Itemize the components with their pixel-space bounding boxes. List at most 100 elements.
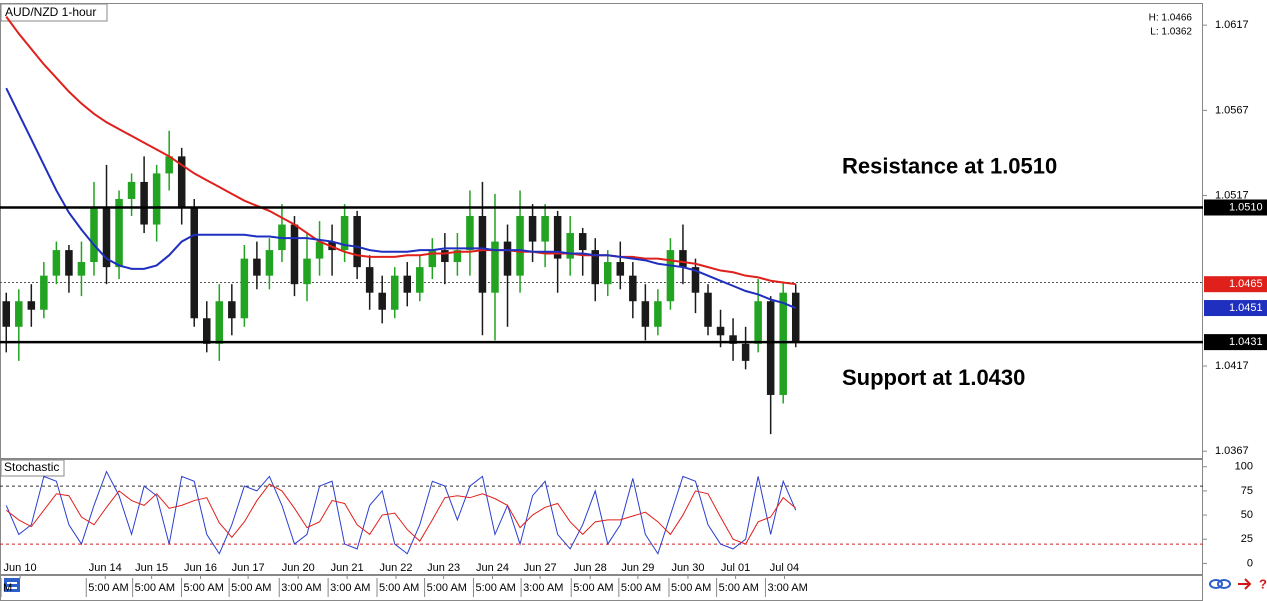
candle-body [40, 275, 48, 310]
candle-body [228, 301, 236, 319]
x-time-label: 5:00 AM [573, 582, 613, 594]
title-box [0, 3, 108, 22]
x-tick-label: Jun 20 [282, 562, 315, 574]
y-tick-label: 1.0567 [1215, 104, 1249, 116]
goto-icon[interactable] [1238, 578, 1252, 590]
candle-body [102, 207, 111, 268]
x-time-label: 3:00 AM [767, 582, 807, 594]
last-price-label: 1.0451 [1229, 302, 1263, 314]
candle-body [190, 207, 198, 319]
y-tick-label: 1.0417 [1215, 360, 1249, 372]
x-time-label: 5:00 AM [135, 582, 175, 594]
x-tick-label: Jun 30 [671, 562, 704, 574]
level-annotation: Resistance at 1.0510 [842, 153, 1057, 178]
x-time-label: 3:00 AM [281, 582, 321, 594]
x-tick-label: Jun 17 [232, 562, 265, 574]
x-tick-label: Jul 04 [770, 562, 799, 574]
x-time-label: 5:00 AM [427, 582, 467, 594]
x-tick-label: Jun 22 [379, 562, 412, 574]
candle-body [77, 262, 86, 276]
price-pane [0, 3, 1203, 459]
candle-body [428, 250, 437, 268]
candle-body [265, 250, 274, 276]
x-time-label: 5:00 AM [88, 582, 128, 594]
y-tick-label: 100 [1235, 461, 1253, 473]
candle-body [403, 275, 412, 293]
candle-body [353, 216, 361, 268]
candle-body [491, 241, 499, 293]
level-price-label: 1.0431 [1229, 336, 1263, 348]
candle-body [152, 173, 161, 225]
candle-body [2, 301, 11, 327]
x-tick-label: Jun 28 [574, 562, 607, 574]
candle-body [691, 267, 700, 293]
candle-body [716, 326, 725, 336]
x-time-label: 3:00 AM [523, 582, 563, 594]
candle-body [165, 156, 173, 174]
candle-body [741, 343, 750, 361]
y-tick-label: 25 [1241, 533, 1253, 545]
x-time-label: 5:00 AM [719, 582, 759, 594]
stochastic-line [5, 470, 797, 555]
candle-body [641, 301, 650, 327]
level-price-box [1204, 199, 1267, 216]
x-time-label: M [3, 582, 12, 594]
toolbar-icons: ? [4, 576, 1267, 592]
level-price-label: 1.0510 [1229, 201, 1263, 213]
x-tick-label: Jun 27 [524, 562, 557, 574]
moving-average-line [5, 87, 797, 309]
x-tick-label: Jun 14 [89, 562, 122, 574]
candle-body [754, 301, 762, 344]
candle-body [203, 318, 211, 344]
candle-body [177, 156, 186, 208]
help-icon[interactable]: ? [1259, 576, 1267, 591]
chart-title: AUD/NZD 1-hour [5, 5, 96, 19]
level-annotation: Support at 1.0430 [842, 365, 1025, 390]
candle-body [453, 250, 462, 263]
candle-body [290, 224, 299, 285]
candle-body [629, 275, 637, 302]
candle-body [654, 301, 662, 327]
x-tick-label: Jun 29 [621, 562, 654, 574]
candle-body [729, 335, 737, 344]
candle-body [704, 292, 712, 327]
stochastic-pane [0, 459, 1203, 575]
candle-body [127, 181, 136, 199]
x-tick-label: Jun 10 [4, 562, 37, 574]
stochastic-line [5, 483, 797, 545]
y-tick-label: 1.0517 [1215, 189, 1249, 201]
last-price-label: 1.0465 [1229, 278, 1263, 290]
candle-body [340, 216, 349, 251]
x-time-label: 5:00 AM [671, 582, 711, 594]
y-tick-label: 0 [1247, 557, 1253, 569]
candle-body [541, 216, 549, 242]
candle-body [365, 267, 374, 293]
candle-body [240, 258, 249, 319]
candle-body [779, 292, 787, 395]
candle-body [416, 267, 424, 293]
candle-body [253, 258, 261, 276]
x-time-label: 5:00 AM [621, 582, 661, 594]
candle-body [441, 250, 449, 263]
last-price-box [1204, 276, 1267, 293]
candle-body [766, 301, 775, 395]
y-tick-label: 75 [1241, 485, 1253, 497]
candle-body [516, 216, 524, 276]
candle-body [378, 292, 386, 310]
candle-body [140, 181, 148, 225]
high-label: H: 1.0466 [1149, 13, 1193, 24]
x-tick-label: Jun 21 [331, 562, 364, 574]
candle-body [666, 250, 675, 302]
candle-body [578, 233, 587, 251]
candle-body [15, 301, 23, 327]
candle-body [90, 207, 98, 263]
last-price-box [1204, 300, 1267, 317]
candle-body [115, 198, 123, 268]
x-time-label: 5:00 AM [475, 582, 515, 594]
link-icon[interactable] [1209, 579, 1223, 589]
candle-body [303, 258, 311, 285]
candle-body [791, 292, 800, 343]
x-time-label: 5:00 AM [379, 582, 419, 594]
